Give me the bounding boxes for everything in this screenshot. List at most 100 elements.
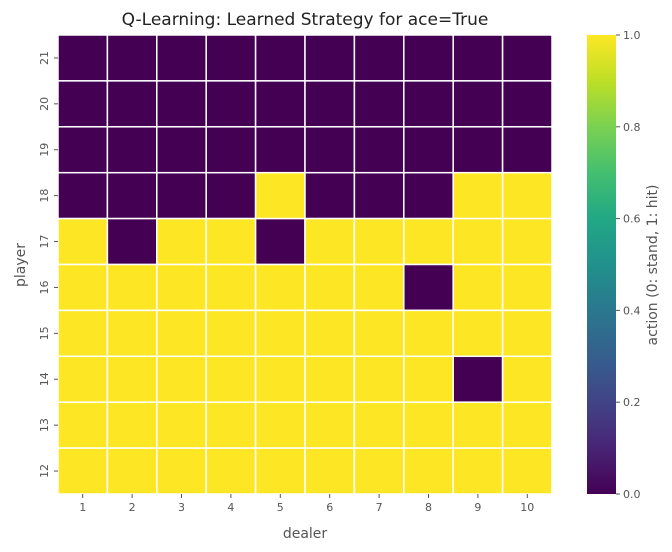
heatmap-cell [403,447,454,495]
x-tick-label: 9 [474,501,481,514]
heatmap-cell [353,80,405,128]
heatmap-cell [57,80,109,128]
heatmap-cell [501,355,553,403]
heatmap-cell [304,126,356,174]
heatmap-cell [57,34,109,82]
heatmap-cell [254,126,306,174]
heatmap-cell [353,401,405,449]
heatmap-cell [205,34,257,82]
heatmap-cell [254,217,306,266]
heatmap-cell [156,447,207,495]
y-tick-label: 12 [38,464,51,478]
chart-title: Q-Learning: Learned Strategy for ace=Tru… [122,10,489,30]
heatmap-cell [304,309,356,358]
heatmap-cell [304,80,356,128]
heatmap-cell [106,355,158,403]
heatmap-cell [57,355,109,403]
heatmap-cell [452,217,504,266]
heatmap-cell [254,355,306,403]
colorbar-label: action (0: stand, 1: hit) [645,185,661,346]
heatmap-cell [403,34,454,82]
heatmap-cell [501,263,553,312]
heatmap-cell [254,171,306,220]
colorbar-tick-label: 0.6 [623,213,641,226]
heatmap-cell [106,126,158,174]
heatmap-cell [57,447,109,495]
heatmap-cell [205,401,257,449]
heatmap-cell [57,309,109,358]
y-tick-label: 15 [38,326,51,340]
heatmap-cell [106,171,158,220]
heatmap-cell [205,217,257,266]
heatmap-cell [205,126,257,174]
y-tick-label: 21 [38,51,51,65]
x-tick-label: 1 [79,501,86,514]
heatmap-cell [353,447,405,495]
y-tick-label: 20 [38,97,51,111]
x-tick-label: 7 [376,501,383,514]
heatmap-cell [106,401,158,449]
x-tick-label: 3 [178,501,185,514]
heatmap-cell [156,309,207,358]
x-tick-label: 5 [277,501,284,514]
heatmap-cell [205,355,257,403]
y-tick-label: 16 [38,280,51,294]
heatmap-cell [304,355,356,403]
x-axis-ticks: 1 2 3 4 5 6 7 8 9 10 [79,494,534,514]
heatmap-cell [353,355,405,403]
heatmap-cell [403,263,454,312]
heatmap-cell [57,263,109,312]
heatmap-cell [353,126,405,174]
heatmap-cell [403,355,454,403]
colorbar-tick-label: 0.0 [623,488,641,501]
heatmap-cell [156,401,207,449]
x-tick-label: 10 [520,501,534,514]
heatmap-cell [106,34,158,82]
heatmap-cell [156,263,207,312]
heatmap-cell [254,447,306,495]
heatmap-cell [205,80,257,128]
heatmap-cell [254,263,306,312]
heatmap-cell [57,126,109,174]
colorbar-tick-label: 0.4 [623,304,641,317]
heatmap-cell [106,447,158,495]
heatmap-cell [205,171,257,220]
heatmap-cell [304,171,356,220]
x-axis-label: dealer [283,526,328,542]
colorbar [587,35,616,494]
heatmap-cell [452,171,504,220]
heatmap-cell [156,34,207,82]
x-tick-label: 6 [326,501,333,514]
y-tick-label: 19 [38,143,51,157]
heatmap-cell [353,263,405,312]
heatmap-cell [501,171,553,220]
x-tick-label: 4 [227,501,234,514]
heatmap-cell [57,171,109,220]
heatmap-cell [452,447,504,495]
heatmap-cell [254,309,306,358]
heatmap-cells [57,34,553,495]
heatmap-cell [452,355,504,403]
heatmap-cell [106,309,158,358]
heatmap-cell [452,126,504,174]
colorbar-ticks: 0.0 0.2 0.4 0.6 0.8 1.0 [616,29,641,501]
heatmap-cell [501,401,553,449]
heatmap-cell [254,80,306,128]
heatmap-cell [304,34,356,82]
colorbar-tick-label: 0.2 [623,396,641,409]
heatmap-cell [156,217,207,266]
heatmap-cell [501,34,553,82]
heatmap-cell [452,34,504,82]
heatmap-cell [353,309,405,358]
heatmap-cell [452,309,504,358]
x-tick-label: 2 [129,501,136,514]
y-tick-label: 13 [38,418,51,432]
heatmap-cell [254,34,306,82]
heatmap-cell [205,447,257,495]
heatmap-cell [403,217,454,266]
heatmap-cell [501,217,553,266]
heatmap-cell [106,263,158,312]
y-tick-label: 17 [38,235,51,249]
heatmap-cell [156,355,207,403]
